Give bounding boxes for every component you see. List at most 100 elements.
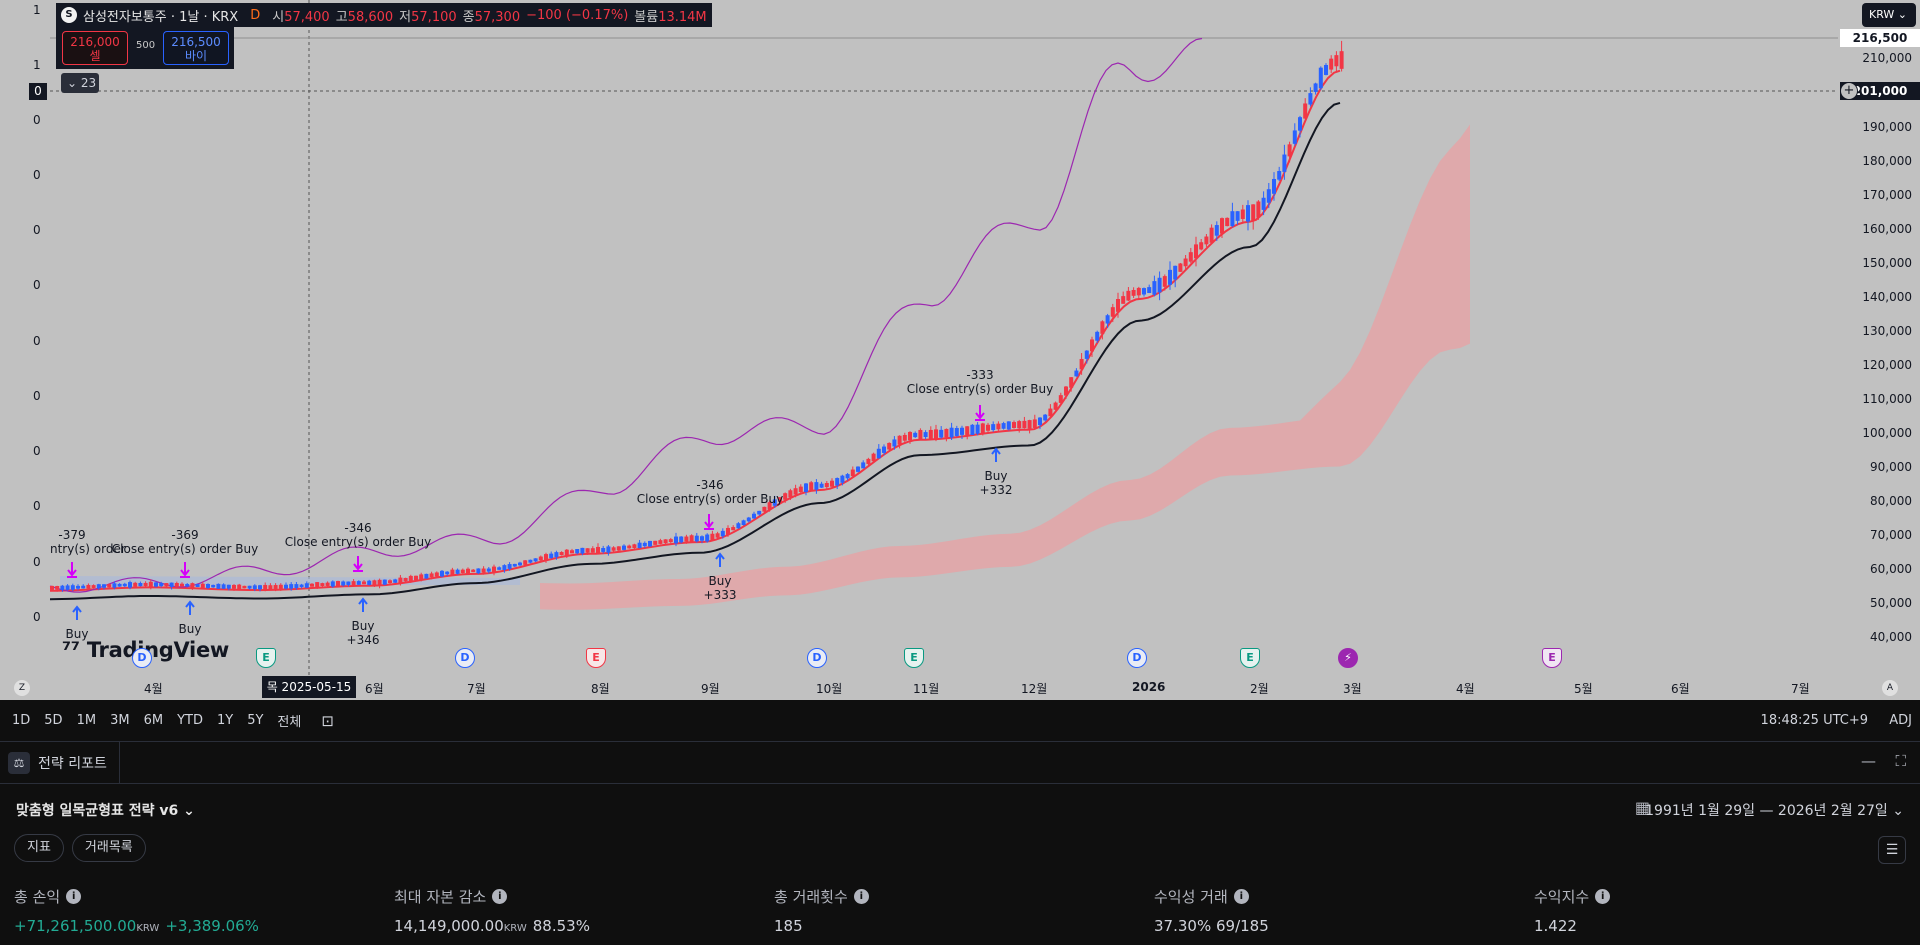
- bottom-panel-tabs: ⚖ 전략 리포트 — ⛶: [0, 742, 1920, 784]
- range-ytd-button[interactable]: YTD: [177, 713, 203, 728]
- left-scale[interactable]: 1 1 0 0 0 0 0 0 0 0 0 0 0: [0, 0, 50, 700]
- candle-body: [481, 568, 486, 573]
- candle-body: [450, 569, 455, 576]
- earnings-event-icon[interactable]: E: [1240, 648, 1260, 668]
- candle-body: [1147, 287, 1152, 294]
- price-scale[interactable]: KRW ⌄ 216,500 210,000 201,000 190,000 18…: [1838, 0, 1920, 700]
- candle-body: [128, 582, 132, 588]
- metric-sub: 69/185: [1215, 917, 1269, 935]
- list-view-icon[interactable]: ☰: [1878, 836, 1906, 864]
- buy-annotation-qty: +346: [346, 633, 380, 647]
- auto-scale-button[interactable]: A: [1882, 680, 1898, 696]
- watermark-text: TradingView: [86, 638, 229, 662]
- range-5y-button[interactable]: 5Y: [247, 713, 264, 728]
- left-tick: 0: [33, 555, 41, 569]
- range-1y-button[interactable]: 1Y: [216, 713, 234, 728]
- close-key: 종: [462, 9, 475, 25]
- candle-body: [741, 520, 746, 526]
- candle-body: [55, 585, 60, 590]
- symbol-title[interactable]: 삼성전자보통주 · 1날 · KRX: [83, 9, 239, 25]
- candle-body: [627, 545, 632, 549]
- range-3m-button[interactable]: 3M: [110, 713, 130, 728]
- dividend-event-icon[interactable]: D: [132, 648, 152, 668]
- strategy-selector[interactable]: 맞춤형 일목균형표 전략 v6 ⌄: [16, 800, 195, 820]
- candle-body: [143, 582, 148, 587]
- chart-area[interactable]: 1 1 0 0 0 0 0 0 0 0 0 0 0 KRW ⌄ 216,500 …: [0, 0, 1920, 700]
- info-icon[interactable]: i: [853, 889, 869, 904]
- candle-body: [1261, 197, 1266, 210]
- range-1m-button[interactable]: 1M: [76, 713, 97, 728]
- dividend-event-icon[interactable]: D: [455, 648, 475, 668]
- buy-button[interactable]: 216,500 바이: [163, 31, 229, 65]
- dividend-event-icon[interactable]: D: [1127, 648, 1147, 668]
- left-tick: 1: [33, 58, 41, 72]
- price-chart[interactable]: [0, 0, 1920, 700]
- candle-body: [564, 549, 569, 556]
- earnings-event-icon[interactable]: E: [904, 648, 924, 668]
- add-alert-icon[interactable]: +: [1840, 82, 1858, 100]
- time-tick: 9월: [701, 682, 720, 696]
- candle-body: [440, 570, 444, 577]
- chevron-down-icon: ⌄: [1892, 803, 1904, 819]
- candle-body: [1225, 217, 1230, 227]
- candle-body: [908, 431, 912, 441]
- candle-body: [689, 535, 694, 543]
- candle-body: [112, 583, 117, 588]
- sell-button[interactable]: 216,000 셀: [62, 31, 128, 65]
- tab-metrics[interactable]: 지표: [14, 834, 64, 862]
- symbol-legend[interactable]: S 삼성전자보통주 · 1날 · KRX D 시57,400 고58,600 저…: [56, 3, 712, 27]
- goto-date-icon[interactable]: ⊡: [321, 711, 334, 730]
- range-1d-button[interactable]: 1D: [12, 713, 31, 728]
- split-event-icon[interactable]: ⚡: [1338, 648, 1358, 668]
- range-all-button[interactable]: 전체: [277, 715, 302, 730]
- indicators-collapse-button[interactable]: ⌄ 23: [61, 73, 99, 93]
- tab-trade-list[interactable]: 거래목록: [71, 834, 146, 862]
- price-tick: 210,000: [1862, 51, 1912, 65]
- candle-body: [523, 560, 528, 565]
- dividend-event-icon[interactable]: D: [807, 648, 827, 668]
- candle-body: [206, 584, 210, 588]
- range-5d-button[interactable]: 5D: [44, 713, 63, 728]
- zoom-reset-button[interactable]: Z: [14, 680, 30, 696]
- candle-body: [783, 493, 788, 500]
- buy-order-marker: [72, 605, 82, 620]
- close-order-marker: [67, 562, 77, 578]
- candle-body: [648, 540, 652, 547]
- future-earnings-event-icon[interactable]: E: [1542, 648, 1562, 668]
- candle-body: [653, 540, 658, 545]
- adj-button[interactable]: ADJ: [1889, 713, 1912, 728]
- candle-body: [1173, 265, 1178, 280]
- info-icon[interactable]: i: [492, 889, 508, 904]
- range-6m-button[interactable]: 6M: [143, 713, 164, 728]
- earnings-event-icon[interactable]: E: [256, 648, 276, 668]
- info-icon[interactable]: i: [1595, 889, 1611, 904]
- time-axis[interactable]: 4월 6월 7월 8월 9월 10월 11월 12월 2026 2월 3월 4월…: [0, 676, 1920, 700]
- currency-button[interactable]: KRW ⌄: [1862, 3, 1916, 27]
- buy-annotation-qty: +332: [979, 483, 1013, 497]
- date-range-selector[interactable]: 1991년 1월 29일 — 2026년 2월 27일 ⌄: [1645, 800, 1904, 820]
- candle-body: [91, 585, 96, 588]
- minimize-icon[interactable]: —: [1861, 752, 1876, 770]
- ohlc-high: 고58,600: [336, 6, 393, 25]
- candle-body: [793, 488, 798, 495]
- candle-body: [1136, 287, 1141, 296]
- info-icon[interactable]: i: [66, 889, 82, 904]
- candle-body: [81, 585, 86, 589]
- candle-body: [486, 568, 491, 572]
- order-quantity[interactable]: 500: [136, 40, 156, 51]
- metric-profitable: 수익성 거래 i 37.30% 69/185: [1154, 886, 1269, 935]
- metric-value: +71,261,500.00: [14, 917, 137, 935]
- candle-body: [122, 583, 127, 587]
- trade-markers: [67, 405, 1001, 620]
- earnings-event-icon[interactable]: E: [586, 648, 606, 668]
- info-icon[interactable]: i: [1233, 889, 1249, 904]
- maximize-icon[interactable]: ⛶: [1895, 752, 1906, 770]
- high-key: 고: [335, 9, 348, 25]
- price-tick: 140,000: [1862, 290, 1912, 304]
- calendar-icon[interactable]: ▦: [1634, 798, 1650, 817]
- tab-strategy-report[interactable]: ⚖ 전략 리포트: [0, 742, 120, 784]
- candle-body: [1168, 269, 1172, 285]
- buy-order-marker: [358, 597, 368, 612]
- clock[interactable]: 18:48:25 UTC+9: [1760, 713, 1868, 728]
